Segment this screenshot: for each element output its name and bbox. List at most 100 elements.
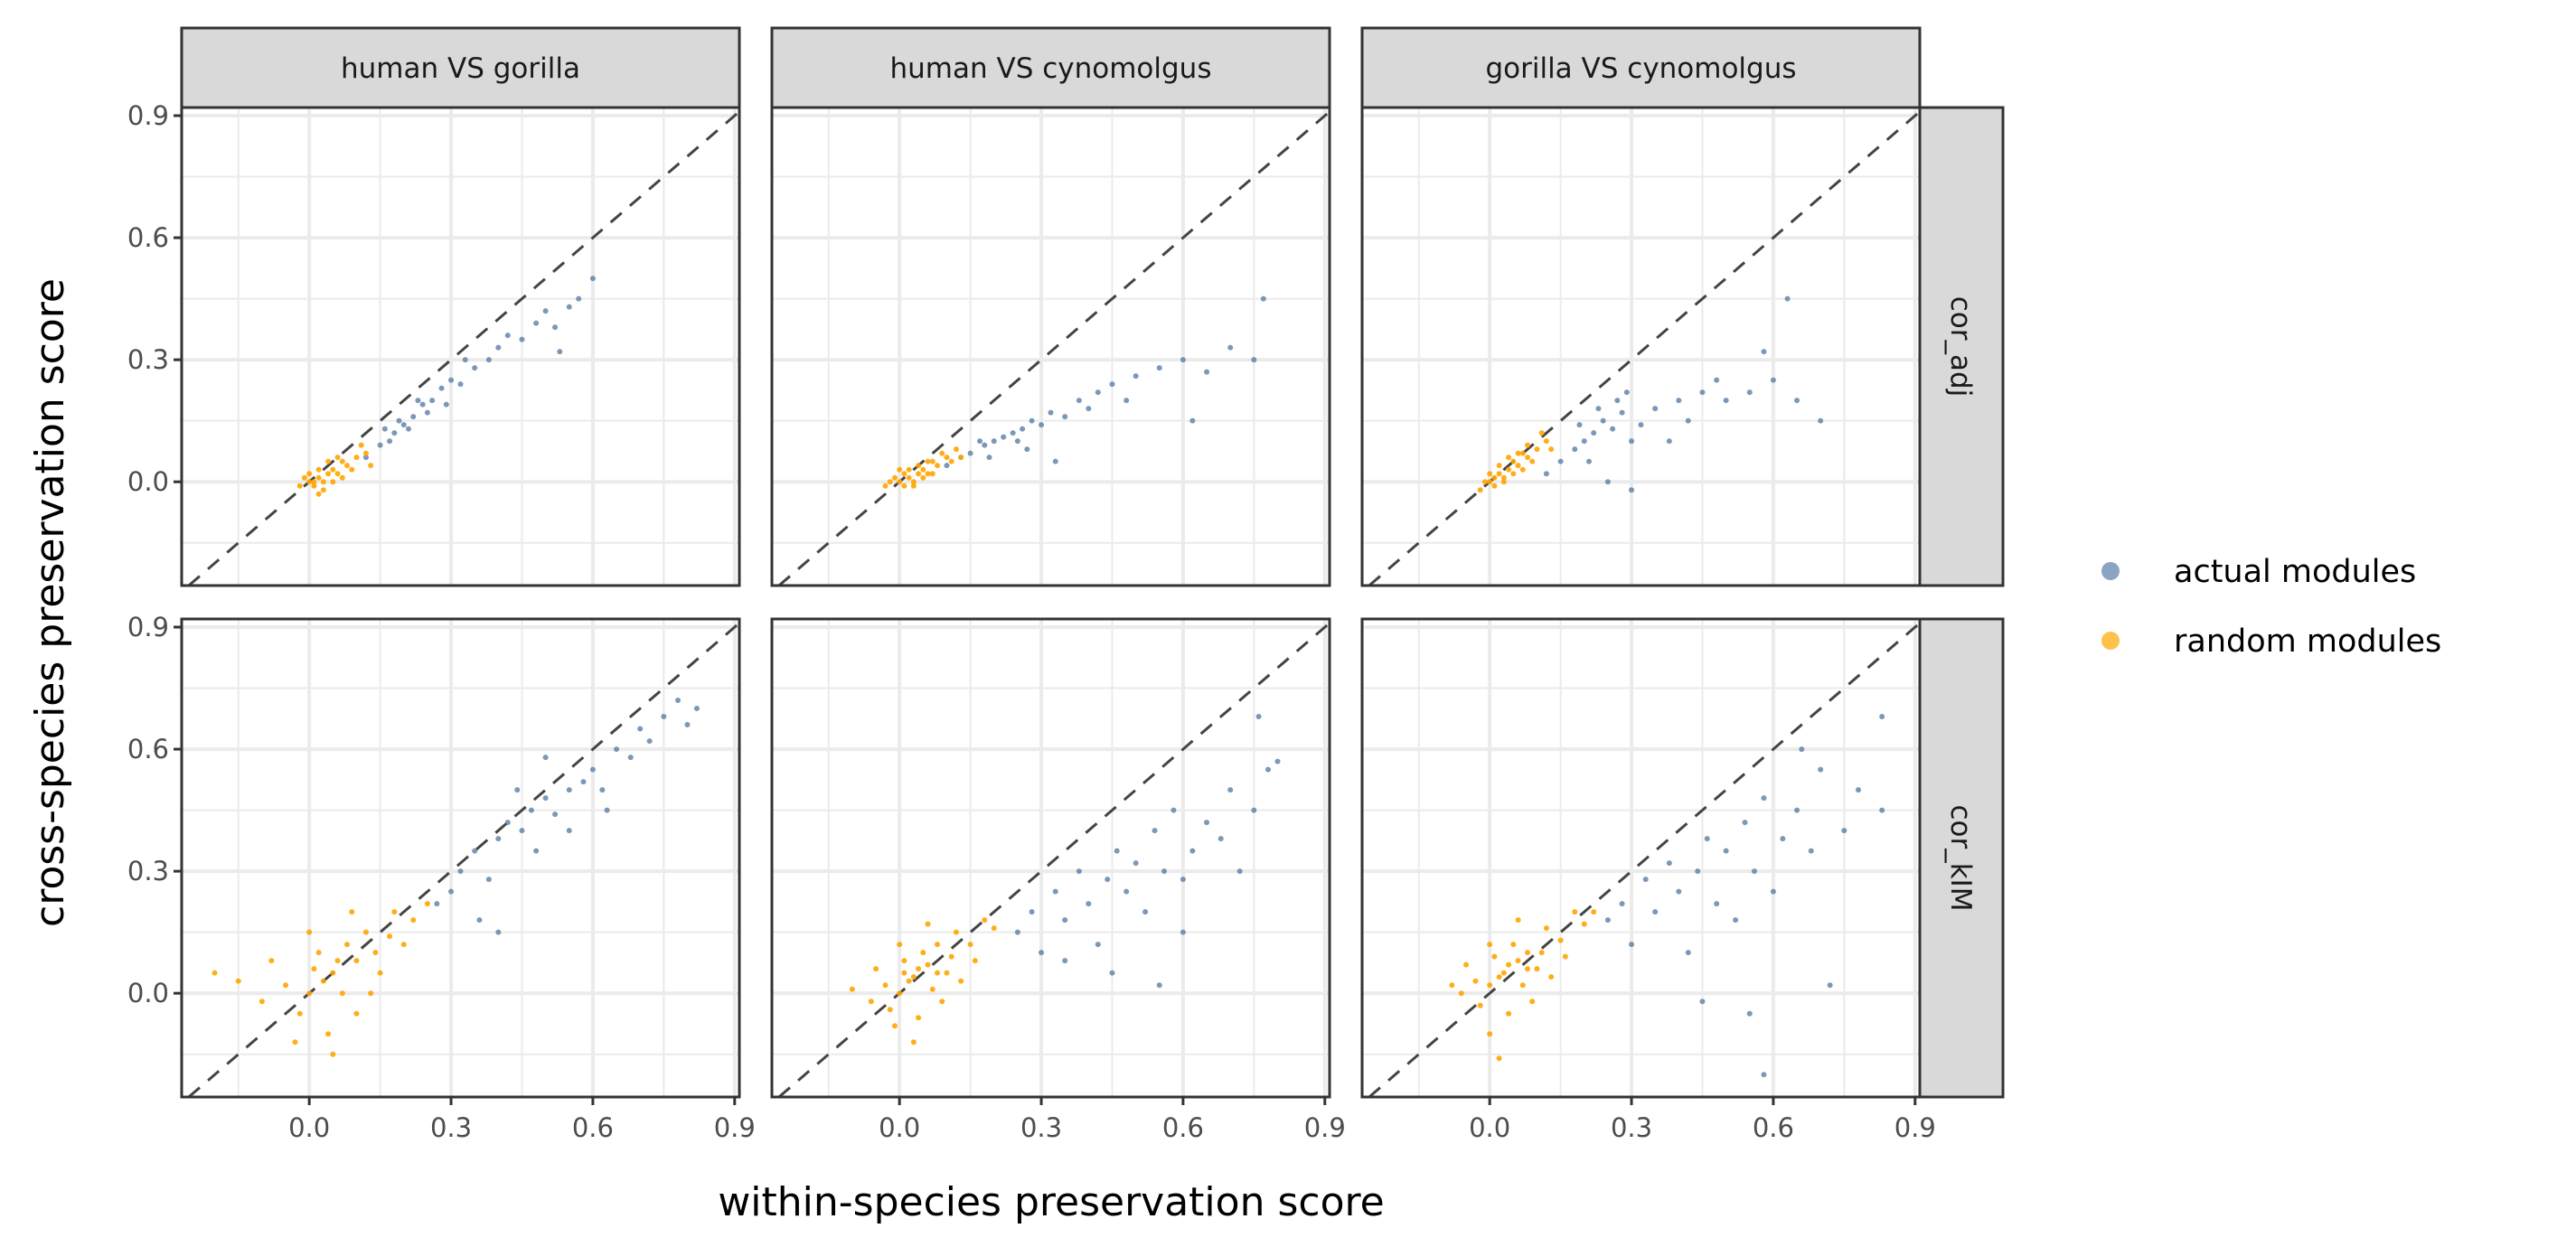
- point-random-module: [368, 463, 374, 469]
- point-random-module: [410, 917, 417, 924]
- point-actual-module: [1161, 868, 1167, 875]
- point-random-module: [315, 474, 322, 481]
- point-actual-module: [438, 385, 445, 391]
- point-random-module: [1500, 479, 1507, 485]
- point-actual-module: [1076, 868, 1082, 875]
- x-tick-label: 0.6: [1753, 1112, 1794, 1143]
- point-random-module: [1525, 442, 1531, 448]
- point-actual-module: [1746, 389, 1753, 396]
- column-strip-label: human VS gorilla: [341, 52, 580, 85]
- point-random-module: [882, 483, 888, 489]
- point-random-module: [868, 999, 874, 1005]
- point-actual-module: [1052, 458, 1058, 464]
- point-random-module: [391, 909, 398, 915]
- point-random-module: [320, 487, 326, 493]
- point-actual-module: [1761, 1072, 1767, 1078]
- point-actual-module: [1180, 357, 1186, 363]
- point-actual-module: [1010, 430, 1016, 436]
- point-random-module: [1496, 463, 1502, 469]
- panel-cor_kIM-2: cor_kIM 0.0 0.3 0.6 0.9: [1360, 617, 2005, 1143]
- point-random-module: [1481, 479, 1488, 485]
- point-actual-module: [514, 787, 521, 793]
- point-random-module: [935, 970, 941, 976]
- point-actual-module: [528, 807, 534, 813]
- point-actual-module: [967, 450, 973, 456]
- point-random-module: [1510, 942, 1517, 948]
- point-random-module: [991, 925, 997, 932]
- point-actual-module: [589, 276, 596, 282]
- point-random-module: [1458, 990, 1464, 997]
- point-random-module: [935, 942, 941, 948]
- panels: human VS gorilla 0.0 0.3 0.6 0.9 human VS cyn…: [127, 26, 2005, 1143]
- point-random-module: [1519, 466, 1526, 473]
- point-random-module: [1515, 450, 1521, 456]
- point-random-module: [268, 958, 275, 964]
- point-actual-module: [472, 365, 478, 371]
- point-random-module: [325, 458, 332, 464]
- point-random-module: [1491, 474, 1498, 481]
- point-actual-module: [1879, 714, 1885, 720]
- point-actual-module: [1180, 929, 1186, 935]
- point-random-module: [296, 1010, 303, 1017]
- point-actual-module: [1666, 860, 1672, 867]
- point-random-module: [339, 458, 345, 464]
- point-actual-module: [1619, 409, 1625, 416]
- point-actual-module: [434, 901, 440, 907]
- point-random-module: [339, 990, 345, 997]
- point-actual-module: [1733, 917, 1739, 924]
- point-actual-module: [1170, 807, 1177, 813]
- point-actual-module: [1770, 377, 1776, 383]
- point-actual-module: [1274, 758, 1281, 764]
- point-random-module: [1562, 953, 1568, 960]
- point-actual-module: [519, 336, 525, 342]
- point-random-module: [972, 958, 978, 964]
- point-actual-module: [381, 426, 388, 432]
- point-actual-module: [552, 324, 559, 331]
- point-random-module: [925, 961, 931, 968]
- point-actual-module: [1039, 950, 1045, 956]
- point-actual-module: [1255, 714, 1262, 720]
- point-random-module: [1548, 974, 1555, 980]
- point-actual-module: [472, 848, 478, 854]
- point-random-module: [906, 474, 912, 481]
- point-actual-module: [552, 811, 559, 818]
- point-random-module: [916, 966, 922, 972]
- x-tick-label: 0.6: [572, 1112, 614, 1143]
- point-random-module: [1572, 909, 1578, 915]
- point-random-module: [1487, 479, 1493, 485]
- point-random-module: [368, 990, 374, 997]
- point-actual-module: [566, 787, 572, 793]
- panel-cor_adj-0: human VS gorilla 0.0 0.3 0.6 0.9: [127, 26, 741, 587]
- point-random-module: [296, 483, 303, 489]
- point-actual-module: [557, 349, 563, 355]
- point-random-module: [362, 450, 369, 456]
- x-tick-label: 0.3: [1020, 1112, 1062, 1143]
- y-axis-title: cross-species preservation score: [27, 278, 73, 927]
- point-random-module: [1487, 942, 1493, 948]
- point-actual-module: [661, 714, 667, 720]
- point-random-module: [887, 479, 893, 485]
- panel-background: [1362, 619, 1920, 1097]
- point-random-module: [1506, 1010, 1512, 1017]
- identity-reference-line: [1368, 110, 1921, 587]
- point-actual-module: [457, 381, 464, 388]
- point-actual-module: [1841, 828, 1847, 834]
- point-random-module: [1496, 1055, 1502, 1062]
- point-random-module: [910, 1039, 917, 1045]
- point-actual-module: [1029, 909, 1035, 915]
- point-actual-module: [1676, 398, 1682, 404]
- point-actual-module: [1014, 438, 1020, 445]
- point-random-module: [944, 970, 950, 976]
- point-random-module: [910, 483, 917, 489]
- point-random-module: [362, 929, 369, 935]
- point-actual-module: [599, 787, 606, 793]
- point-actual-module: [1638, 422, 1644, 428]
- x-tick-label: 0.9: [714, 1112, 756, 1143]
- point-actual-module: [1156, 365, 1162, 371]
- y-tick-label: 0.6: [127, 734, 169, 764]
- identity-reference-line: [187, 110, 740, 587]
- point-actual-module: [1189, 848, 1196, 854]
- point-actual-module: [504, 333, 511, 339]
- point-actual-module: [1217, 836, 1224, 842]
